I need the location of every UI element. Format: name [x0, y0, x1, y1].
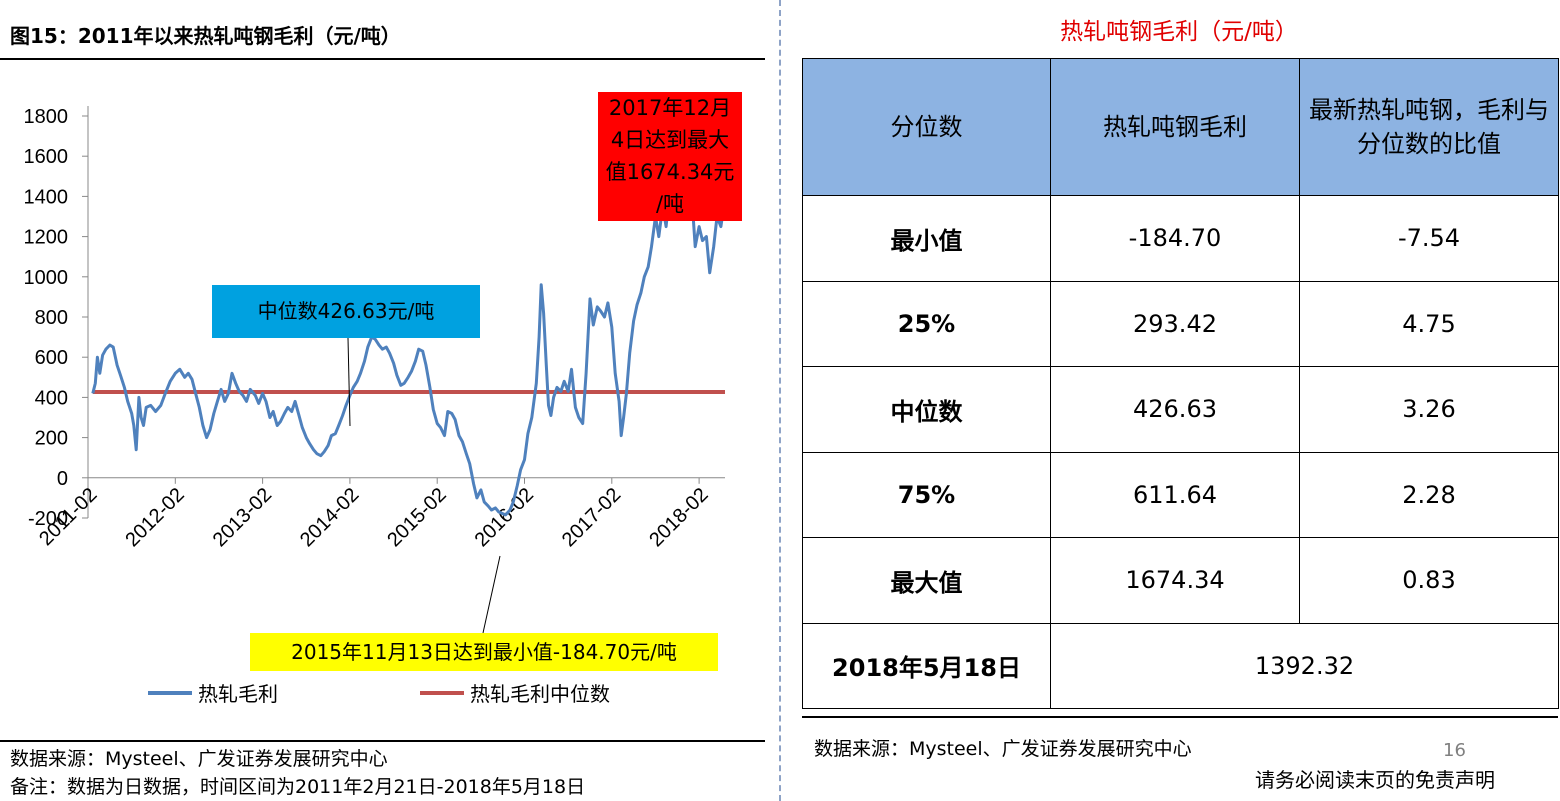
source-note: 数据来源：Mysteel、广发证券发展研究中心 [10, 748, 388, 770]
cell-ratio: 0.83 [1299, 537, 1559, 624]
max-callout: 2017年12月 4日达到最大 值1674.34元 /吨 [598, 92, 742, 221]
cell-ratio: 2.28 [1299, 451, 1559, 538]
row-label: 最大值 [802, 537, 1051, 624]
cell-ratio: -7.54 [1299, 195, 1559, 282]
x-tick-label: 2018-02 [645, 484, 712, 551]
panel-divider [779, 0, 781, 801]
y-tick-label: 200 [35, 428, 68, 450]
cell-value: 611.64 [1050, 451, 1300, 538]
legend-swatch-blue [148, 690, 192, 695]
bottom-rule [0, 740, 765, 742]
cell-latest-value: 1392.32 [1050, 622, 1559, 709]
legend-label: 热轧毛利 [198, 682, 278, 706]
series-line-gross-margin [91, 139, 727, 517]
y-tick-label: -200 [28, 508, 68, 530]
x-tick-label: 2014-02 [296, 484, 363, 551]
cell-ratio: 3.26 [1299, 366, 1559, 453]
x-tick-label: 2015-02 [383, 484, 450, 551]
table-row: 最小值 -184.70 -7.54 [802, 195, 1559, 282]
cell-value: 426.63 [1050, 366, 1300, 453]
legend-item-median: 热轧毛利中位数 [420, 678, 610, 707]
table-source-note: 数据来源：Mysteel、广发证券发展研究中心 [814, 738, 1192, 760]
table-row-latest: 2018年5月18日 1392.32 [802, 622, 1559, 709]
y-tick-label: 1400 [24, 186, 69, 208]
y-tick-label: 800 [35, 307, 68, 329]
table-title: 热轧吨钢毛利（元/吨） [1060, 19, 1298, 45]
quantile-table: 分位数 热轧吨钢毛利 最新热轧吨钢，毛利与分位数的比值 最小值 -184.70 … [802, 58, 1559, 709]
cell-value: 293.42 [1050, 280, 1300, 367]
header-cell: 分位数 [802, 58, 1051, 196]
y-tick-label: 400 [35, 387, 68, 409]
date-range-note: 备注：数据为日数据，时间区间为2011年2月21日-2018年5月18日 [10, 776, 586, 798]
y-tick-label: 1600 [24, 146, 69, 168]
row-label: 25% [802, 280, 1051, 367]
legend-swatch-red [420, 690, 464, 695]
legend-item-series: 热轧毛利 [148, 678, 278, 707]
cell-value: -184.70 [1050, 195, 1300, 282]
y-tick-label: 1800 [24, 106, 69, 128]
table-row: 75% 611.64 2.28 [802, 451, 1559, 538]
legend-label: 热轧毛利中位数 [470, 682, 610, 706]
line-chart: -200 0 200 400 600 800 1000 1200 1400 1600 1800 201… [24, 106, 727, 634]
max-callout-line: 值1674.34元 [605, 160, 735, 184]
y-tick-label: 600 [35, 347, 68, 369]
table-bottom-rule [802, 716, 1558, 718]
figure-title: 图15：2011年以来热轧吨钢毛利（元/吨） [10, 24, 401, 48]
table-row: 25% 293.42 4.75 [802, 280, 1559, 367]
row-label: 2018年5月18日 [802, 622, 1051, 709]
header-cell: 最新热轧吨钢，毛利与分位数的比值 [1299, 58, 1559, 196]
x-tick-label: 2013-02 [209, 484, 276, 551]
table-header-row: 分位数 热轧吨钢毛利 最新热轧吨钢，毛利与分位数的比值 [802, 58, 1559, 196]
table-row: 最大值 1674.34 0.83 [802, 537, 1559, 624]
max-callout-line: /吨 [655, 192, 685, 216]
title-rule [0, 58, 765, 60]
median-callout: 中位数426.63元/吨 [212, 285, 480, 338]
cell-ratio: 4.75 [1299, 280, 1559, 367]
page-number: 16 [1443, 740, 1466, 761]
disclaimer: 请务必阅读末页的免责声明 [1255, 768, 1495, 792]
y-tick-label: 1200 [24, 227, 69, 249]
min-callout: 2015年11月13日达到最小值-184.70元/吨 [250, 633, 718, 671]
header-cell: 热轧吨钢毛利 [1050, 58, 1300, 196]
max-callout-line: 4日达到最大 [610, 128, 730, 152]
y-tick-label: 0 [57, 468, 68, 490]
row-label: 最小值 [802, 195, 1051, 282]
median-leader-line [347, 337, 351, 427]
max-callout-line: 2017年12月 [608, 96, 732, 120]
y-tick-label: 1000 [24, 267, 69, 289]
x-tick-label: 2012-02 [121, 484, 188, 551]
x-tick-label: 2017-02 [558, 484, 625, 551]
row-label: 中位数 [802, 366, 1051, 453]
row-label: 75% [802, 451, 1051, 538]
cell-value: 1674.34 [1050, 537, 1300, 624]
table-row: 中位数 426.63 3.26 [802, 366, 1559, 453]
min-leader-line [482, 555, 501, 634]
